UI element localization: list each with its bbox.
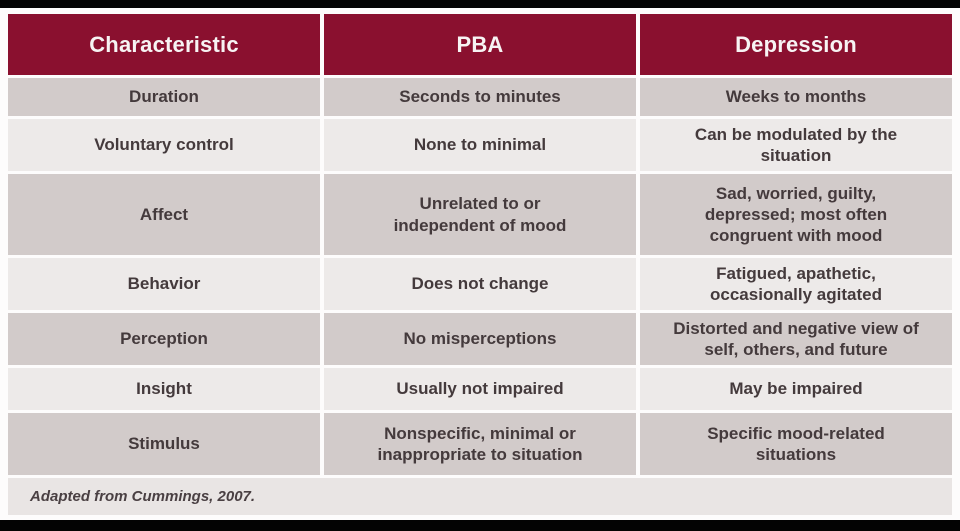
- cell-text: Weeks to months: [725, 87, 867, 107]
- source-note: Adapted from Cummings, 2007.: [30, 488, 256, 505]
- pba-cell: None to minimal: [324, 119, 636, 171]
- cell-text: Distorted and negative view of self, oth…: [673, 318, 919, 359]
- pba-cell: Nonspecific, minimal or inappropriate to…: [324, 413, 636, 475]
- depression-cell: Sad, worried, guilty, depressed; most of…: [640, 174, 952, 255]
- pba-cell: No misperceptions: [324, 313, 636, 365]
- pba-cell: Usually not impaired: [324, 368, 636, 410]
- cell-text: Specific mood-related situations: [707, 423, 885, 464]
- depression-cell: Fatigued, apathetic, occasionally agitat…: [640, 258, 952, 310]
- cell-text: No misperceptions: [403, 329, 557, 349]
- cell-text: Does not change: [411, 274, 549, 294]
- cell-text: Stimulus: [128, 434, 200, 454]
- depression-cell: Weeks to months: [640, 78, 952, 116]
- cell-text: Can be modulated by the situation: [694, 124, 898, 165]
- letterbox-bar-bottom: [0, 520, 960, 531]
- cell-text: Affect: [139, 204, 189, 224]
- table-grid: Characteristic PBA Depression Duration S…: [8, 14, 952, 475]
- cell-text: May be impaired: [729, 379, 863, 399]
- letterbox-bar-top: [0, 0, 960, 8]
- row-label-cell: Insight: [8, 368, 320, 410]
- pba-cell: Unrelated to or independent of mood: [324, 174, 636, 255]
- cell-text: Insight: [136, 379, 192, 399]
- pba-cell: Does not change: [324, 258, 636, 310]
- cell-text: Unrelated to or independent of mood: [393, 194, 567, 235]
- row-label-cell: Stimulus: [8, 413, 320, 475]
- row-label-cell: Affect: [8, 174, 320, 255]
- row-label-cell: Duration: [8, 78, 320, 116]
- cell-text: Duration: [129, 87, 199, 107]
- depression-cell: Specific mood-related situations: [640, 413, 952, 475]
- cell-text: Voluntary control: [94, 135, 234, 155]
- header-cell-pba: PBA: [324, 14, 636, 75]
- row-label-cell: Voluntary control: [8, 119, 320, 171]
- cell-text: Sad, worried, guilty, depressed; most of…: [704, 183, 888, 246]
- pba-cell: Seconds to minutes: [324, 78, 636, 116]
- cell-text: Nonspecific, minimal or inappropriate to…: [377, 423, 583, 464]
- depression-cell: Can be modulated by the situation: [640, 119, 952, 171]
- cell-text: Fatigued, apathetic, occasionally agitat…: [710, 263, 882, 304]
- depression-cell: Distorted and negative view of self, oth…: [640, 313, 952, 365]
- row-label-cell: Behavior: [8, 258, 320, 310]
- cell-text: Seconds to minutes: [399, 87, 561, 107]
- cell-text: Behavior: [127, 274, 201, 294]
- header-cell-characteristic: Characteristic: [8, 14, 320, 75]
- cell-text: Perception: [120, 329, 208, 349]
- row-label-cell: Perception: [8, 313, 320, 365]
- cell-text: None to minimal: [413, 135, 547, 155]
- depression-cell: May be impaired: [640, 368, 952, 410]
- header-cell-depression: Depression: [640, 14, 952, 75]
- comparison-table: Characteristic PBA Depression Duration S…: [8, 14, 952, 515]
- cell-text: Usually not impaired: [396, 379, 564, 399]
- source-note-row: Adapted from Cummings, 2007.: [8, 478, 952, 515]
